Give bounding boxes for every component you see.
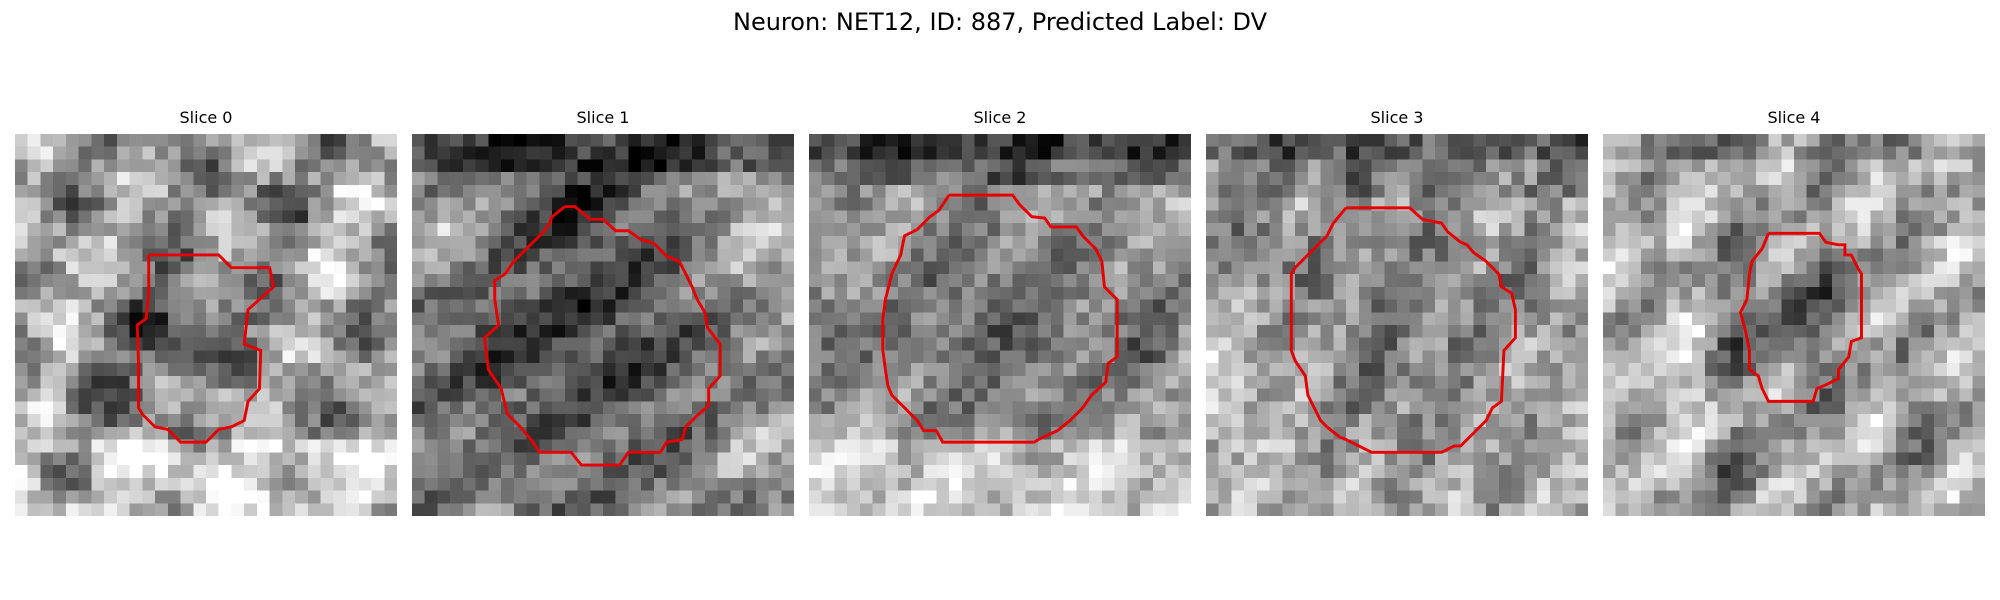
pixel-grid-3 (1206, 134, 1588, 516)
slice-panel-4: Slice 4 (1603, 108, 1985, 518)
slice-title-0: Slice 0 (15, 108, 397, 127)
slice-image-0 (15, 134, 397, 516)
slice-panel-3: Slice 3 (1206, 108, 1588, 518)
slice-panel-0: Slice 0 (15, 108, 397, 518)
slice-title-3: Slice 3 (1206, 108, 1588, 127)
pixel-grid-2 (809, 134, 1191, 516)
slice-image-3 (1206, 134, 1588, 516)
slice-title-1: Slice 1 (412, 108, 794, 127)
slice-panel-1: Slice 1 (412, 108, 794, 518)
slice-panel-2: Slice 2 (809, 108, 1191, 518)
slice-title-2: Slice 2 (809, 108, 1191, 127)
pixel-grid-4 (1603, 134, 1985, 516)
slice-image-1 (412, 134, 794, 516)
slice-image-2 (809, 134, 1191, 516)
slice-title-4: Slice 4 (1603, 108, 1985, 127)
pixel-grid-0 (15, 134, 397, 516)
slice-image-4 (1603, 134, 1985, 516)
figure-title: Neuron: NET12, ID: 887, Predicted Label:… (0, 8, 2000, 36)
pixel-grid-1 (412, 134, 794, 516)
